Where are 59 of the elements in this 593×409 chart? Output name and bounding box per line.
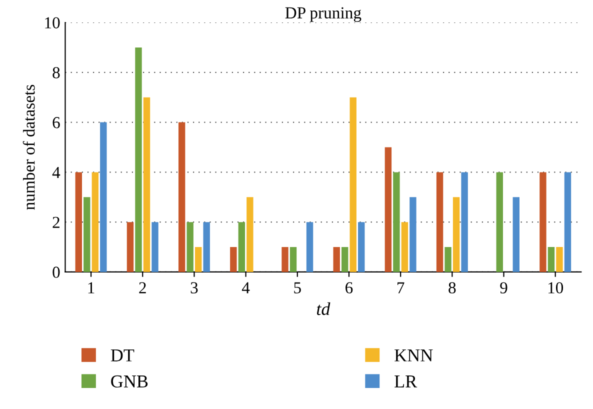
bar	[75, 172, 82, 272]
y-tick-label: 6	[52, 117, 60, 128]
x-axis-title: td	[316, 302, 330, 316]
bar	[100, 122, 107, 272]
legend-label: LR	[394, 376, 418, 388]
bar	[84, 197, 90, 272]
x-tick-label: 1	[88, 282, 94, 294]
bar	[556, 247, 563, 272]
legend-label: KNN	[394, 349, 433, 362]
x-tick-label: 4	[242, 282, 250, 294]
bar	[230, 247, 237, 272]
bar	[393, 172, 400, 272]
y-tick-label: 8	[52, 67, 60, 78]
x-tick-label: 5	[294, 282, 301, 294]
bar	[452, 197, 460, 272]
y-tick-label: 4	[52, 167, 60, 178]
bar	[358, 222, 365, 272]
bar	[126, 222, 134, 272]
bar	[238, 222, 246, 272]
bar	[461, 172, 468, 272]
bar	[282, 247, 288, 272]
y-tick-label: 2	[52, 216, 60, 228]
bar	[178, 122, 186, 272]
legend-label: GNB	[111, 375, 148, 388]
bar	[496, 172, 503, 272]
bar	[410, 197, 416, 272]
bar	[143, 97, 150, 272]
x-tick-label: 3	[190, 282, 198, 294]
x-tick-label: 8	[448, 282, 456, 294]
x-tick-label: 10	[548, 282, 564, 294]
bar	[401, 222, 408, 272]
bar	[290, 247, 297, 272]
y-axis-title: number of datasets	[22, 84, 35, 210]
bar	[548, 247, 555, 272]
bar	[444, 247, 452, 272]
x-tick-label: 6	[346, 282, 353, 294]
bar	[135, 47, 142, 272]
bar	[512, 197, 520, 272]
bar	[306, 222, 314, 272]
x-tick-label: 9	[500, 282, 508, 294]
bar	[350, 97, 356, 272]
bar	[203, 222, 210, 272]
x-tick-label: 2	[139, 282, 146, 294]
bar	[384, 147, 392, 272]
bar	[194, 247, 202, 272]
bar	[342, 247, 348, 272]
bar	[92, 172, 99, 272]
bar	[152, 222, 158, 272]
y-tick-label: 10	[45, 17, 60, 28]
y-tick-label: 0	[52, 266, 60, 278]
bar	[540, 172, 546, 272]
x-tick-label: 7	[398, 282, 404, 294]
bar	[246, 197, 254, 272]
bar	[186, 222, 194, 272]
bar	[333, 247, 340, 272]
bar	[436, 172, 444, 272]
bar	[564, 172, 572, 272]
legend-label: DT	[110, 349, 134, 362]
chart-title: DP pruning	[285, 7, 362, 22]
